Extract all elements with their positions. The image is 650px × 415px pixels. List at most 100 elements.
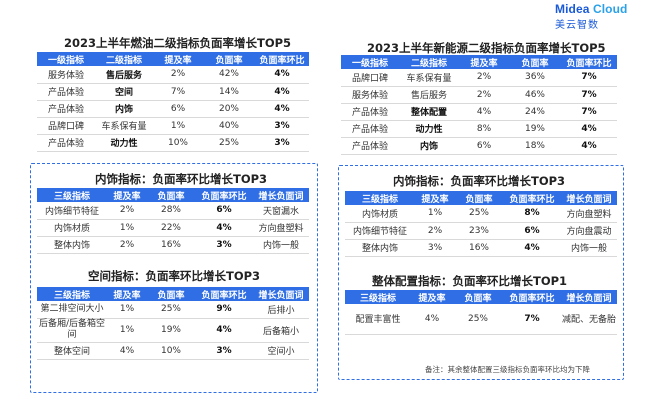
column-header: 负面率环比 [195, 287, 253, 301]
table-header-row: 三级指标 提及率 负面率 负面率环比 增长负面词 [345, 290, 617, 304]
table-cell: 46% [509, 86, 561, 104]
table-cell: 3% [195, 342, 253, 360]
column-header: 增长负面词 [253, 287, 309, 301]
table-cell: 18% [509, 137, 561, 155]
table-header-row: 三级指标 提及率 负面率 负面率环比 增长负面词 [37, 287, 309, 301]
table-cell: 6% [459, 137, 509, 155]
column-header: 负面率环比 [561, 55, 617, 69]
table-cell: 产品体验 [341, 120, 399, 138]
nev-top5-table: 一级指标 二级指标 提及率 负面率 负面率环比 品牌口碑 车系保有量 2% 36% 7% 服务体验售… [341, 55, 617, 155]
nev-config-title: 整体配置指标：负面率环比增长TOP1 [372, 274, 568, 288]
table-cell: 天窗漏水 [253, 202, 309, 220]
table-cell: 7% [561, 86, 617, 104]
table-cell: 14% [203, 83, 255, 101]
table-cell: 后备箱小 [253, 318, 309, 343]
column-header: 提及率 [107, 188, 147, 202]
table-cell: 8% [503, 205, 561, 223]
table-cell: 品牌口碑 [341, 69, 399, 87]
table-cell: 1% [107, 318, 147, 343]
column-header: 增长负面词 [561, 290, 617, 304]
table-cell: 服务体验 [37, 66, 95, 84]
column-header: 负面率 [147, 188, 195, 202]
table-cell: 2% [459, 86, 509, 104]
table-cell: 3% [255, 117, 309, 135]
table-header-row: 一级指标 二级指标 提及率 负面率 负面率环比 [37, 52, 309, 66]
fuel-space-table: 三级指标 提及率 负面率 负面率环比 增长负面词 第二排空间大小 1% 25% 9% 后排小 后备厢… [37, 287, 309, 360]
table-cell: 23% [455, 222, 503, 240]
table-cell: 42% [203, 66, 255, 84]
brand-subtitle: 美云智数 [555, 20, 599, 31]
table-cell: 后备厢/后备箱空间 [37, 318, 107, 343]
column-header: 三级指标 [37, 287, 107, 301]
table-cell: 6% [503, 222, 561, 240]
table-cell: 6% [153, 100, 203, 118]
brand-logo: Midea Cloud 美云智数 [555, 2, 647, 32]
table-cell: 产品体验 [341, 137, 399, 155]
table-cell: 内饰一般 [561, 239, 617, 257]
table-cell: 内饰材质 [37, 219, 107, 237]
table-cell: 6% [195, 202, 253, 220]
table-cell: 7% [503, 304, 561, 335]
table-cell: 产品体验 [37, 83, 95, 101]
table-row: 整体空间 4% 10% 3% 空间小 [37, 342, 309, 360]
column-header: 三级指标 [37, 188, 107, 202]
table-cell: 1% [107, 301, 147, 319]
fuel-interior-title: 内饰指标：负面率环比增长TOP3 [95, 172, 268, 186]
table-cell: 4% [195, 219, 253, 237]
table-cell: 2% [107, 236, 147, 254]
table-cell: 4% [255, 66, 309, 84]
fuel-space-title: 空间指标：负面率环比增长TOP3 [88, 269, 261, 283]
table-cell: 配置丰富性 [345, 304, 411, 335]
table-row: 服务体验 售后服务 2% 42% 4% [37, 66, 309, 84]
table-row: 内饰材质 1% 22% 4% 方向盘塑料 [37, 219, 309, 237]
column-header: 二级指标 [399, 55, 459, 69]
table-cell: 40% [203, 117, 255, 135]
table-row: 产品体验 动力性 8% 19% 4% [341, 120, 617, 138]
table-cell: 整体配置 [399, 103, 459, 121]
table-cell: 后排小 [253, 301, 309, 319]
column-header: 提及率 [415, 191, 455, 205]
column-header: 三级指标 [345, 191, 415, 205]
table-cell: 售后服务 [95, 66, 153, 84]
table-row: 产品体验 整体配置 4% 24% 7% [341, 103, 617, 121]
table-cell: 2% [459, 69, 509, 87]
table-cell: 20% [203, 100, 255, 118]
table-header-row: 一级指标 二级指标 提及率 负面率 负面率环比 [341, 55, 617, 69]
table-cell: 4% [255, 83, 309, 101]
table-cell: 空间 [95, 83, 153, 101]
table-cell: 8% [459, 120, 509, 138]
table-cell: 4% [561, 120, 617, 138]
table-row: 产品体验 内饰 6% 20% 4% [37, 100, 309, 118]
table-row: 内饰材质 1% 25% 8% 方向盘塑料 [345, 205, 617, 223]
table-cell: 3% [255, 134, 309, 152]
table-header-row: 三级指标 提及率 负面率 负面率环比 增长负面词 [37, 188, 309, 202]
table-cell: 4% [107, 342, 147, 360]
table-cell: 方向盘震动 [561, 222, 617, 240]
table-cell: 25% [453, 304, 503, 335]
nev-top5-title: 2023上半年新能源二级指标负面率增长TOP5 [367, 41, 606, 55]
table-cell: 19% [509, 120, 561, 138]
table-row: 产品体验 空间 7% 14% 4% [37, 83, 309, 101]
column-header: 负面率环比 [255, 52, 309, 66]
table-cell: 36% [509, 69, 561, 87]
table-cell: 产品体验 [341, 103, 399, 121]
table-cell: 服务体验 [341, 86, 399, 104]
table-cell: 车系保有量 [399, 69, 459, 87]
table-row: 品牌口碑 车系保有量 1% 40% 3% [37, 117, 309, 135]
column-header: 负面率环比 [195, 188, 253, 202]
fuel-top5-table: 一级指标 二级指标 提及率 负面率 负面率环比 服务体验 售后服务 2% 42% 4% 产品体验 空间… [37, 52, 309, 152]
table-cell: 4% [459, 103, 509, 121]
table-cell: 动力性 [399, 120, 459, 138]
column-header: 负面率 [203, 52, 255, 66]
table-row: 第二排空间大小 1% 25% 9% 后排小 [37, 301, 309, 319]
table-header-row: 三级指标 提及率 负面率 负面率环比 增长负面词 [345, 191, 617, 205]
table-cell: 7% [561, 69, 617, 87]
column-header: 一级指标 [37, 52, 95, 66]
table-cell: 内饰 [95, 100, 153, 118]
table-cell: 19% [147, 318, 195, 343]
table-row: 产品体验 内饰 6% 18% 4% [341, 137, 617, 155]
fuel-interior-table: 三级指标 提及率 负面率 负面率环比 增长负面词 内饰细节特征 2% 28% 6% 天窗漏水 内饰材… [37, 188, 309, 254]
column-header: 三级指标 [345, 290, 411, 304]
table-row: 品牌口碑 车系保有量 2% 36% 7% [341, 69, 617, 87]
table-cell: 1% [415, 205, 455, 223]
